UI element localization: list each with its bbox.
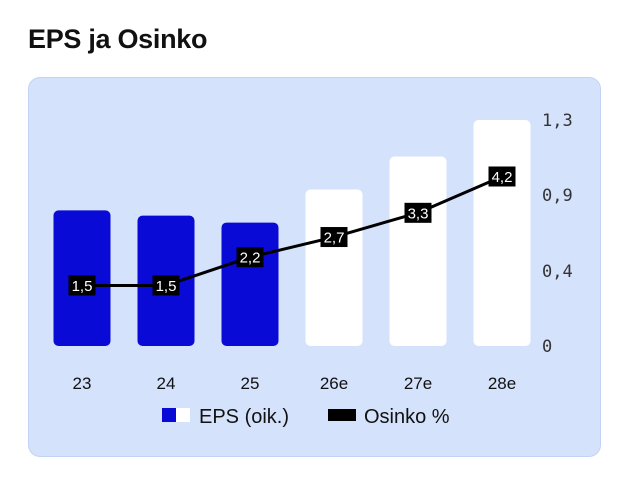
x-tick-label: 24 xyxy=(157,374,176,393)
data-label: 1,5 xyxy=(156,278,177,295)
line-group: 1,5 1,5 2,2 2,7 3,3 4,2 xyxy=(68,166,516,296)
data-label: 1,5 xyxy=(72,278,93,295)
data-label-box xyxy=(404,202,432,223)
bar-25 xyxy=(221,222,279,346)
legend-swatch-eps-estimate xyxy=(176,408,190,422)
data-label: 2,7 xyxy=(324,230,345,247)
data-label-box xyxy=(320,227,348,248)
legend-swatch-osinko xyxy=(328,409,356,421)
bar-28e xyxy=(473,120,531,346)
data-label-box xyxy=(68,275,96,296)
x-tick-label: 26e xyxy=(320,374,348,393)
y-axis-right: 0 0,4 0,9 1,3 xyxy=(542,111,573,357)
bar-27e xyxy=(389,156,447,346)
chart-panel: 1,5 1,5 2,2 2,7 3,3 4,2 0 0,4 0,9 1,3 23 24 25 26e 2… xyxy=(28,77,601,457)
legend-swatch-eps-actual xyxy=(162,408,176,422)
chart-title: EPS ja Osinko xyxy=(28,24,208,54)
data-label: 4,2 xyxy=(492,169,513,186)
chart-svg: 1,5 1,52,22,73,34,2 00,40,91,3 23 24 25 26e 2… xyxy=(53,111,573,428)
y-tick-label: 0 xyxy=(542,337,552,357)
data-label: 2,2 xyxy=(240,250,261,267)
bar-group xyxy=(53,120,531,346)
y-tick-label: 1,3 xyxy=(542,111,573,131)
x-tick-label: 27e xyxy=(404,374,432,393)
osinko-line xyxy=(82,175,503,287)
x-tick-label: 23 xyxy=(73,374,92,393)
x-tick-label: 28e xyxy=(488,374,516,393)
legend-label-osinko: Osinko % xyxy=(364,406,450,428)
x-tick-label: 25 xyxy=(241,374,260,393)
bar-26e xyxy=(305,189,363,346)
legend: EPS (oik.) Osinko % xyxy=(162,406,450,428)
data-label: 3,3 xyxy=(408,205,429,222)
x-axis: 23 24 25 26e 27e 28e xyxy=(73,374,517,393)
data-label-box xyxy=(236,247,264,268)
data-label-box xyxy=(152,275,180,296)
y-tick-label: 0,4 xyxy=(542,262,573,282)
data-label-box xyxy=(488,166,516,187)
y-tick-label: 0,9 xyxy=(542,186,573,206)
legend-label-eps: EPS (oik.) xyxy=(199,406,289,428)
